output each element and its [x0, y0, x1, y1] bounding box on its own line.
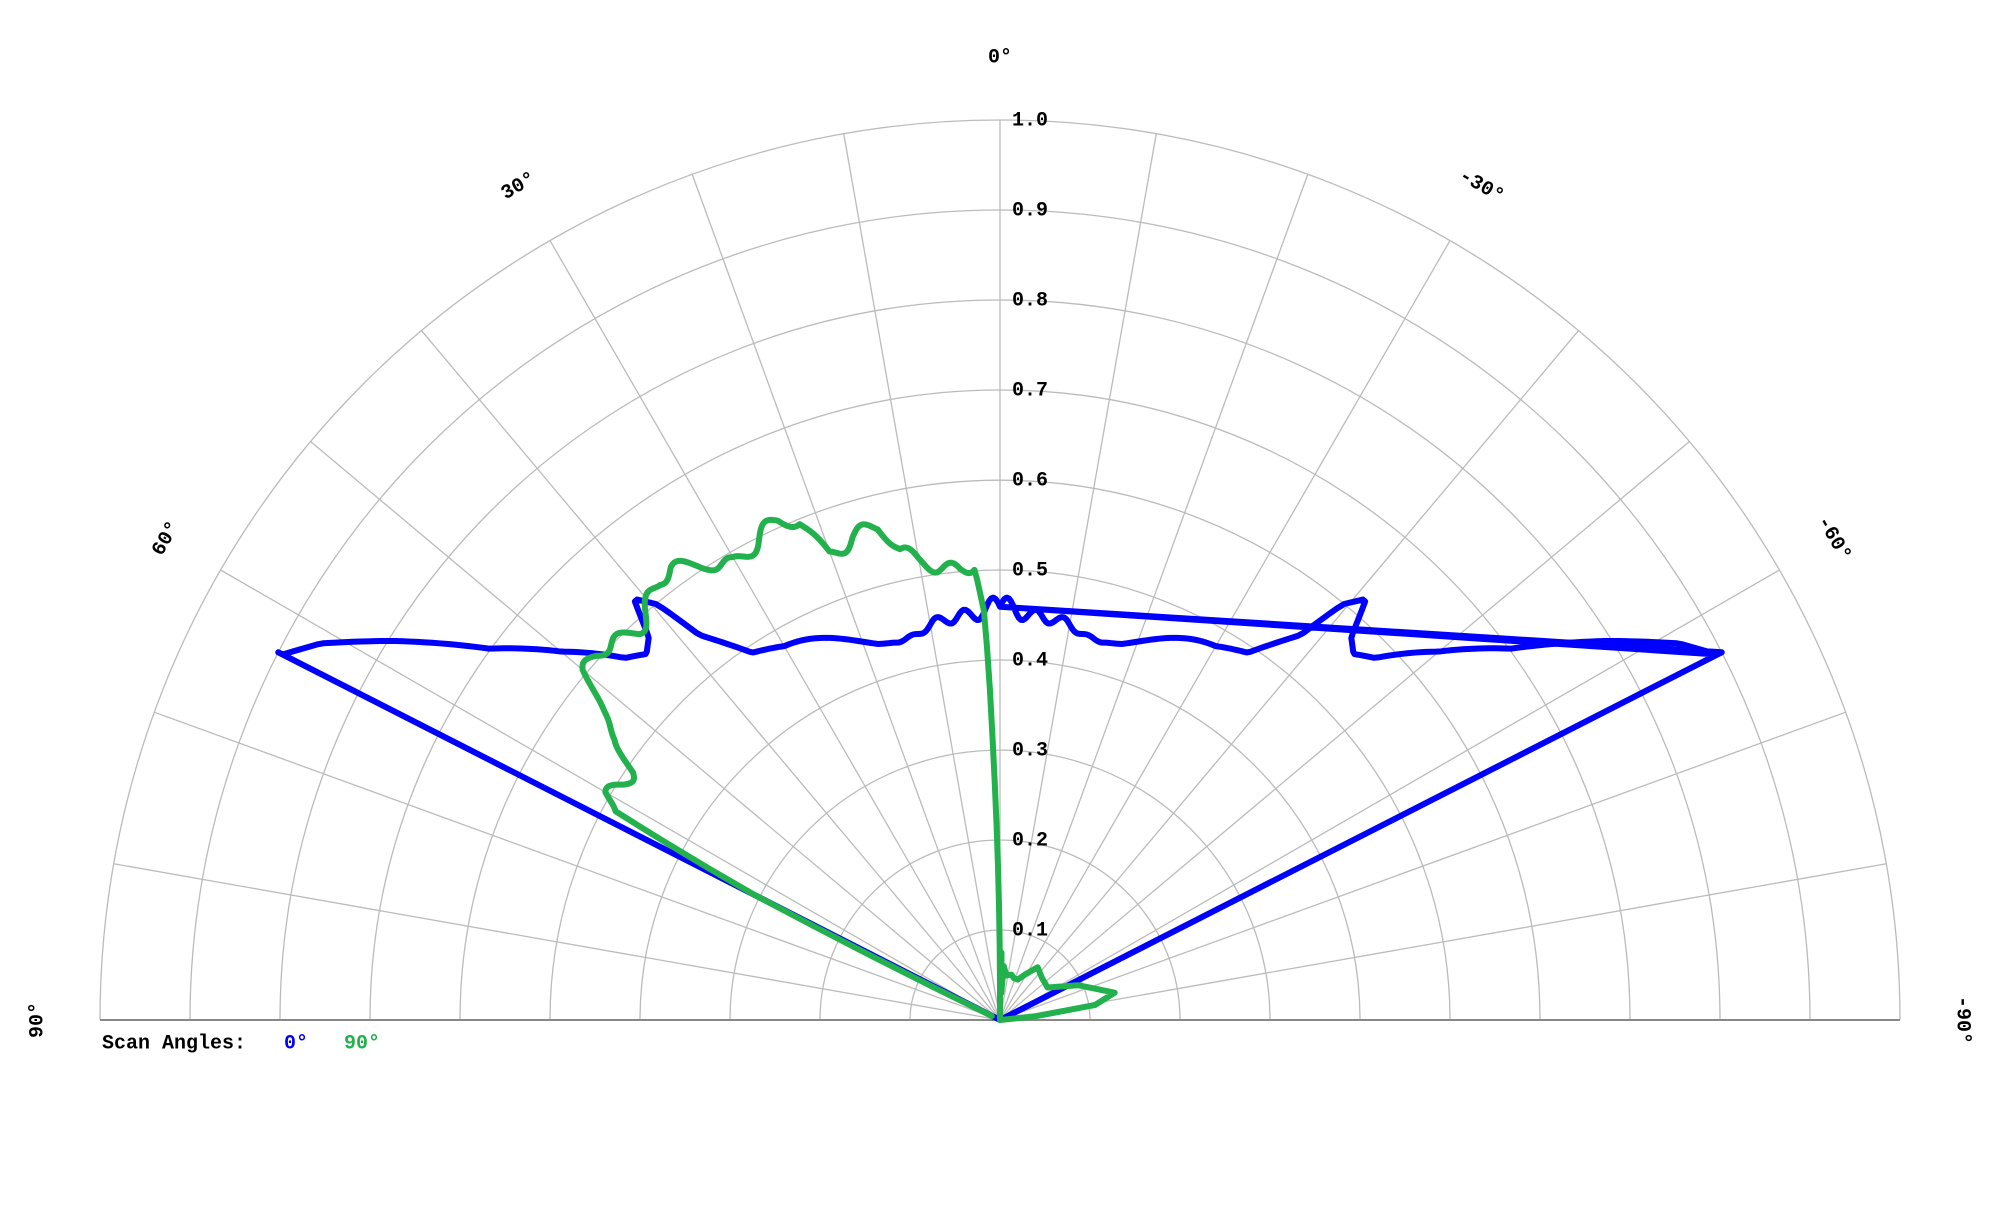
svg-text:0.6: 0.6: [1012, 469, 1048, 492]
svg-text:60°: 60°: [148, 518, 186, 561]
svg-text:0°: 0°: [284, 1032, 308, 1055]
svg-text:0.9: 0.9: [1012, 199, 1048, 222]
svg-text:-90°: -90°: [1951, 996, 1974, 1044]
svg-text:0.1: 0.1: [1012, 919, 1048, 942]
svg-text:30°: 30°: [498, 168, 541, 206]
svg-text:0.5: 0.5: [1012, 559, 1048, 582]
svg-text:0.7: 0.7: [1012, 379, 1048, 402]
svg-text:-60°: -60°: [1811, 512, 1855, 565]
svg-text:0.2: 0.2: [1012, 829, 1048, 852]
svg-text:0.8: 0.8: [1012, 289, 1048, 312]
svg-text:Scan Angles:: Scan Angles:: [102, 1032, 246, 1055]
svg-text:-30°: -30°: [1455, 165, 1508, 209]
svg-text:90°: 90°: [344, 1032, 380, 1055]
svg-text:0.3: 0.3: [1012, 739, 1048, 762]
svg-text:90°: 90°: [26, 1002, 49, 1038]
svg-text:0°: 0°: [988, 46, 1012, 69]
svg-text:1.0: 1.0: [1012, 109, 1048, 132]
svg-text:0.4: 0.4: [1012, 649, 1048, 672]
